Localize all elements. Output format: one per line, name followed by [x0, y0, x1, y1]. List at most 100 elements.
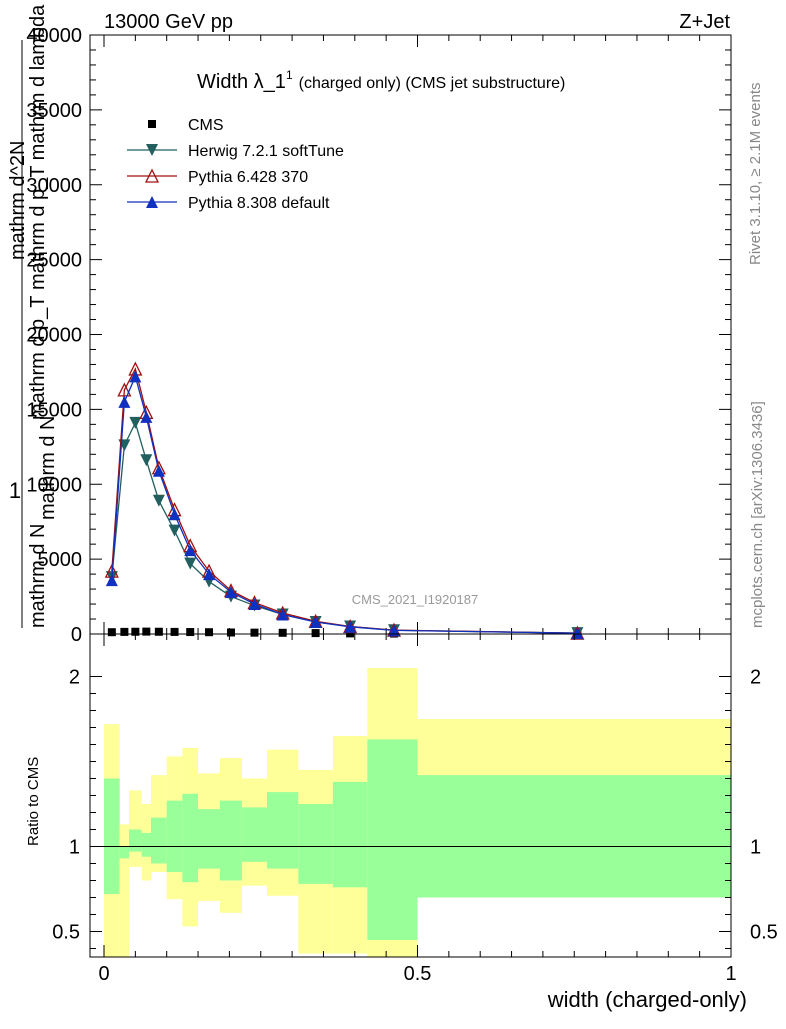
ratio-ylabel: Ratio to CMS [25, 757, 42, 846]
ratio-band-inner [332, 781, 368, 888]
ratio-band-inner [198, 809, 220, 869]
rivet-label: Rivet 3.1.10, ≥ 2.1M events [747, 83, 764, 266]
data-point-1 [168, 524, 181, 537]
legend-label-2: Pythia 6.428 370 [188, 169, 308, 186]
ratio-band-inner [298, 804, 333, 884]
ratio-band-inner [104, 778, 120, 895]
series-line-3 [111, 374, 578, 634]
ratio-y-tick-label-right: 0.5 [750, 922, 778, 944]
y-tick-label: 10000 [26, 474, 82, 496]
ratio-band-inner [119, 846, 130, 859]
ratio-band-inner [267, 792, 299, 869]
y-tick-label: 5000 [38, 549, 83, 571]
ylabel-part-4: mathrm d N [37, 416, 59, 520]
x-tick-label: 1 [725, 963, 736, 985]
data-point-3 [344, 620, 357, 633]
legend-marker-2 [144, 168, 160, 183]
data-point-1 [184, 557, 197, 570]
ratio-band-inner [151, 817, 167, 864]
ylabel-part-3: mathrm d p_T [27, 296, 49, 420]
data-point-0 [250, 628, 259, 637]
ylabel-part-2: mathrm d N [27, 524, 49, 628]
y-axis-label: 1 mathrm d N mathrm d p_T mathrm d N mat… [7, 4, 59, 628]
data-point-0 [346, 629, 355, 638]
x-axis-label: width (charged-only) [547, 987, 747, 1012]
data-point-3 [248, 598, 261, 611]
plot-title-sup: 1 [286, 68, 293, 82]
ratio-band-inner [241, 807, 268, 862]
legend-marker-0 [148, 120, 156, 128]
watermark: CMS_2021_I1920187 [352, 592, 479, 607]
series-line-1 [111, 421, 578, 634]
data-point-0 [311, 629, 320, 638]
ratio-band-inner [417, 775, 731, 898]
ratio-band-inner [182, 793, 199, 883]
y-tick-label: 30000 [26, 175, 82, 197]
header-left: 13000 GeV pp [104, 11, 233, 33]
data-point-0 [226, 628, 235, 637]
data-point-0 [186, 628, 195, 637]
data-point-3 [309, 616, 322, 629]
data-point-0 [205, 628, 214, 637]
data-point-3 [224, 586, 237, 599]
main-axis: 0 5000 10000 15000 20000 25000 30000 35000 40000 [26, 25, 732, 646]
data-point-1 [152, 494, 165, 507]
ratio-band-inner [219, 800, 242, 881]
main-series-group [104, 361, 585, 640]
mcplots-label: mcplots.cern.ch [arXiv:1306.3436] [749, 401, 766, 628]
y-tick-label: 20000 [26, 325, 82, 347]
ratio-y-tick-label-right: 2 [750, 667, 761, 689]
ratio-band-inner [129, 829, 142, 852]
plot-title-rest: (charged only) (CMS jet substructure) [299, 75, 566, 92]
data-point-3 [203, 568, 216, 581]
legend-label-3: Pythia 8.308 default [188, 195, 330, 212]
y-tick-label: 15000 [26, 399, 82, 421]
data-point-0 [154, 627, 163, 636]
ratio-y-tick-label: 2 [69, 667, 80, 689]
y-tick-label: 25000 [26, 250, 82, 272]
main-frame [89, 34, 732, 635]
data-point-0 [131, 627, 140, 636]
ylabel-part-1: 1 [9, 478, 21, 503]
data-point-0 [107, 628, 116, 637]
x-tick-label: 0 [98, 963, 109, 985]
data-point-1 [140, 454, 153, 467]
data-point-3 [129, 370, 142, 383]
ratio-y-tick-label: 0.5 [52, 922, 80, 944]
data-point-3 [105, 574, 118, 587]
data-point-3 [152, 464, 165, 477]
plot-title: Width λ_11 (charged only) (CMS jet substr… [197, 68, 565, 93]
ratio-band-inner [367, 739, 418, 940]
data-point-3 [140, 410, 153, 423]
legend: CMS Herwig 7.2.1 softTune Pythia 6.428 370… [127, 117, 344, 212]
legend-label-0: CMS [188, 117, 224, 134]
legend-label-1: Herwig 7.2.1 softTune [188, 143, 344, 160]
header-right: Z+Jet [679, 11, 730, 33]
data-point-3 [118, 395, 131, 408]
data-point-0 [142, 627, 151, 636]
legend-marker-3 [146, 196, 158, 208]
data-point-0 [170, 627, 179, 636]
legend-marker-1 [146, 144, 158, 156]
data-point-3 [276, 608, 289, 621]
ratio-axis: 0.5 0.5 1 1 2 2 0 0.5 1 [52, 634, 778, 985]
y-tick-label: 0 [71, 624, 82, 646]
ratio-y-tick-label: 1 [69, 837, 80, 859]
ratio-y-tick-label-right: 1 [750, 837, 761, 859]
ylabel-part-6: mathrm d^2N [7, 141, 29, 260]
data-point-3 [387, 624, 400, 637]
data-point-1 [129, 416, 142, 429]
ratio-band-inner [166, 800, 183, 872]
data-point-3 [184, 544, 197, 557]
y-tick-label: 40000 [26, 25, 82, 47]
ratio-panel [90, 668, 731, 957]
ratio-band-outer [129, 790, 142, 867]
data-point-0 [120, 627, 129, 636]
ylabel-part-5: mathrm d p_T mathrm d lambda [27, 4, 49, 290]
data-point-3 [168, 508, 181, 521]
series-line-2 [111, 367, 578, 634]
ratio-band-inner [141, 832, 152, 857]
ratio-band-outer [119, 824, 130, 957]
